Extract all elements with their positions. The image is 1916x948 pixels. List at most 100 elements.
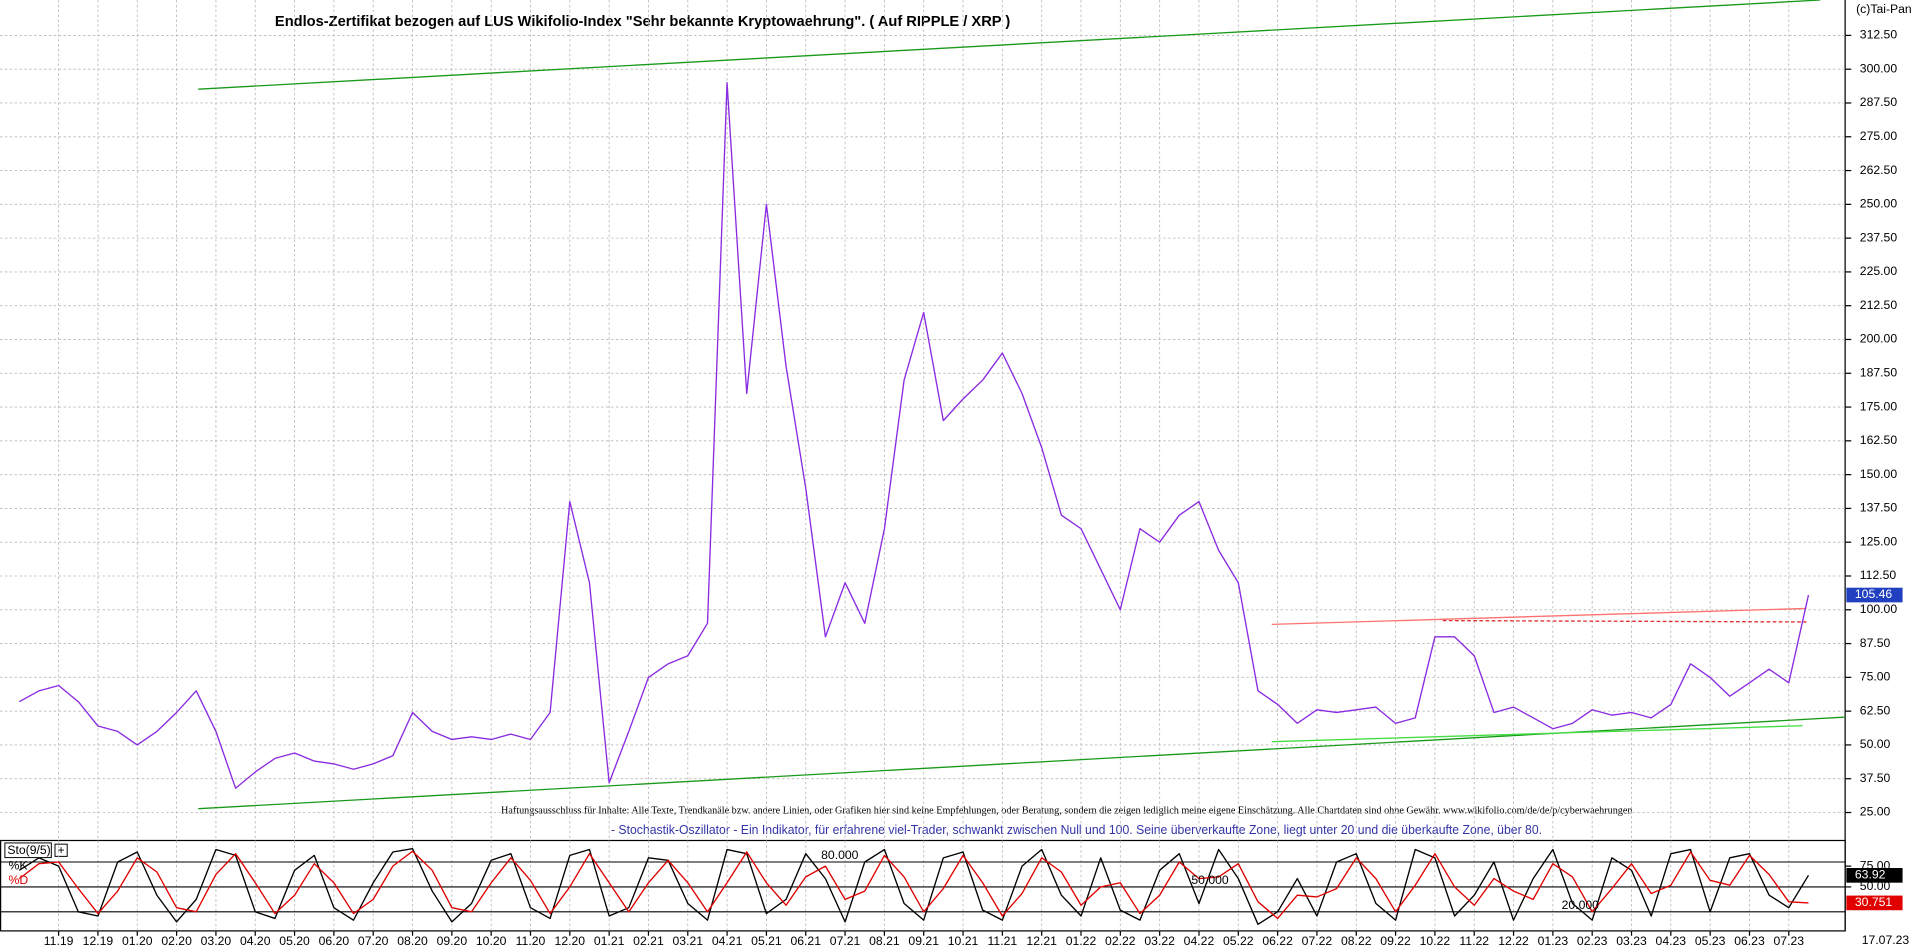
x-tick-label: 12.21 [1026,934,1057,948]
y-tick-label: 212.50 [1860,298,1898,312]
x-tick-label: 07.23 [1774,934,1805,948]
x-tick-label: 11.21 [988,934,1018,948]
x-tick-label: 03.20 [201,934,232,948]
x-tick-label: 08.20 [397,934,428,948]
last-value-label: 63.92 [1855,868,1886,882]
disclaimer: Haftungsausschluss für Inhalte: Alle Tex… [501,806,1633,817]
y-tick-label: 237.50 [1860,230,1898,244]
x-tick-label: 04.22 [1184,934,1215,948]
y-tick-label: 137.50 [1860,501,1898,515]
x-tick-label: 03.22 [1144,934,1175,948]
indicator-plot [0,840,1846,931]
y-tick-label: 125.00 [1860,534,1898,548]
level-label: 50.000 [1191,873,1229,887]
level-label: 80.000 [821,848,859,862]
x-tick-label: 11.20 [516,934,546,948]
x-tick-label: 12.20 [555,934,586,948]
y-tick-label: 300.00 [1860,61,1898,75]
series-line [18,850,1809,920]
x-tick-label: 01.22 [1066,934,1097,948]
x-tick-label: 05.22 [1223,934,1254,948]
x-tick-label: 02.21 [633,934,664,948]
x-tick-label: 06.22 [1262,934,1293,948]
y-tick-label: 275.00 [1860,129,1898,143]
indicator-toggle-icon[interactable]: + [58,843,65,857]
x-tick-label: 10.22 [1420,934,1451,948]
x-tick-label: 04.21 [712,934,743,948]
last-value-label: 105.46 [1855,587,1893,601]
x-tick-label: 07.21 [830,934,861,948]
y-tick-label: 225.00 [1860,264,1898,278]
x-tick-label: 01.20 [122,934,153,948]
x-tick-label: 04.20 [240,934,271,948]
y-tick-label: 37.50 [1860,771,1891,785]
copyright: (c)Tai-Pan [1856,2,1912,16]
last-value-box [1846,587,1903,603]
last-date: 17.07.23 [1862,933,1910,947]
level-label: 20.000 [1562,898,1600,912]
y-tick-label: 162.50 [1860,433,1898,447]
x-tick-label: 07.20 [358,934,389,948]
x-tick-label: 01.21 [594,934,625,948]
x-tick-label: 09.22 [1380,934,1411,948]
indicator-frame [0,839,1846,932]
y-tick-label: 100.00 [1860,602,1898,616]
trend-line [198,0,1821,90]
x-tick-label: 10.21 [948,934,979,948]
y-tick-label: 200.00 [1860,332,1898,346]
x-tick-label: 04.23 [1656,934,1687,948]
last-value-box [1846,868,1903,883]
indicator-name: Sto(9/5) [7,843,50,857]
indicator-box [4,842,52,859]
last-value-label: 30.751 [1855,895,1893,909]
x-tick-label: 06.21 [790,934,821,948]
x-tick-label: 02.23 [1577,934,1608,948]
x-tick-label: 03.21 [673,934,704,948]
indicator-toggle[interactable] [54,843,68,857]
x-tick-label: 05.21 [751,934,782,948]
y-tick-label: 262.50 [1860,163,1898,177]
x-tick-label: 06.20 [319,934,350,948]
trend-line [1271,607,1807,626]
x-tick-label: 12.22 [1498,934,1529,948]
y-tick-label: 50.00 [1860,737,1891,751]
x-tick-label: 08.21 [869,934,900,948]
x-tick-label: 02.20 [161,934,192,948]
last-value-box [1846,895,1903,911]
y-tick-label: 187.50 [1860,365,1898,379]
x-tick-label: 12.19 [83,934,114,948]
x-tick-label: 09.21 [908,934,939,948]
trend-line [1271,725,1803,743]
x-tick-label: 11.19 [44,934,74,948]
price-plot [0,0,1846,840]
series-line [18,848,1810,925]
x-tick-label: 11.22 [1459,934,1489,948]
indicator-description: - Stochastik-Oszillator - Ein Indikator,… [611,822,1542,837]
x-tick-label: 07.22 [1302,934,1333,948]
y-tick-label: 75.00 [1860,670,1891,684]
x-tick-label: 06.23 [1734,934,1765,948]
y-tick-label: 112.50 [1860,568,1897,582]
legend-entry: %D [9,873,29,887]
x-tick-label: 02.22 [1105,934,1136,948]
y-tick-label: 287.50 [1860,95,1898,109]
x-tick-label: 08.22 [1341,934,1372,948]
series-line [18,82,1810,789]
y-tick-label: 25.00 [1860,805,1891,819]
x-tick-label: 03.23 [1616,934,1647,948]
x-tick-label: 05.23 [1695,934,1726,948]
y-tick-label: 175.00 [1860,399,1898,413]
y-tick-label: 87.50 [1860,636,1891,650]
y-tick-label: 150.00 [1860,467,1898,481]
x-tick-label: 09.20 [437,934,468,948]
y-tick-label: 312.50 [1860,28,1898,42]
y-tick-label: 62.50 [1860,703,1891,717]
y-tick-label: 250.00 [1860,197,1898,211]
legend-entry: %K [9,858,28,872]
chart-title: Endlos-Zertifikat bezogen auf LUS Wikifo… [275,14,1010,30]
x-tick-label: 01.23 [1538,934,1569,948]
x-tick-label: 05.20 [279,934,310,948]
